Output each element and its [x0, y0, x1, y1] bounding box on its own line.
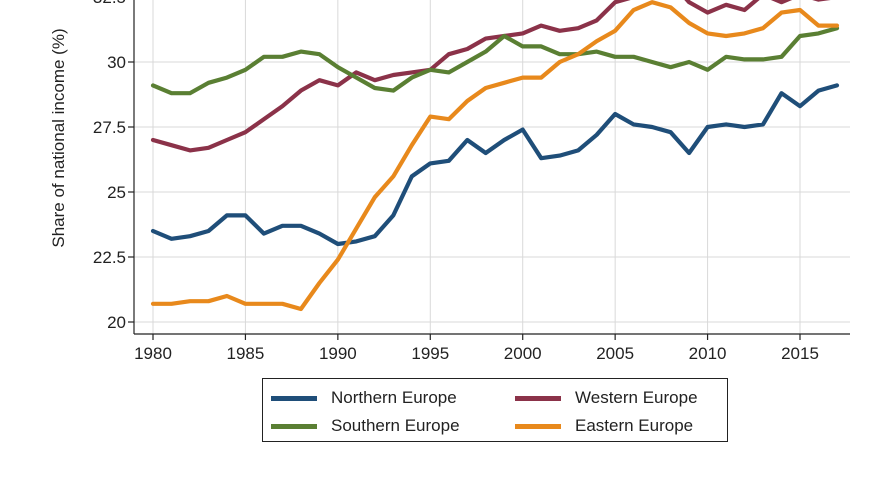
- x-tick-label: 1990: [319, 344, 357, 363]
- series-line-northern-europe: [150, 83, 840, 247]
- x-tick-label: 1995: [411, 344, 449, 363]
- legend-item-western-europe: Western Europe: [515, 386, 698, 410]
- series-line-eastern-europe: [150, 0, 840, 312]
- x-tick-label: 1985: [227, 344, 265, 363]
- x-tick-label: 2000: [504, 344, 542, 363]
- axes: [128, 0, 850, 340]
- y-tick-label: 32.5: [93, 0, 126, 7]
- legend-label-northern-europe: Northern Europe: [331, 388, 457, 407]
- legend-swatch-southern-europe: [271, 423, 317, 429]
- x-tick-label: 2015: [781, 344, 819, 363]
- x-tick-label: 2005: [596, 344, 634, 363]
- grid-lines: [134, 0, 850, 334]
- legend-label-eastern-europe: Eastern Europe: [575, 416, 694, 435]
- y-tick-label: 20: [107, 313, 126, 332]
- y-tick-label: 30: [107, 53, 126, 72]
- y-tick-label: 25: [107, 183, 126, 202]
- x-tick-label: 1980: [134, 344, 172, 363]
- legend-swatch-western-europe: [515, 395, 561, 401]
- legend-item-northern-europe: Northern Europe: [271, 386, 457, 410]
- x-tick-label: 2010: [689, 344, 727, 363]
- legend-swatch-eastern-europe: [515, 423, 561, 429]
- tick-labels: 20 22.5 25 27.5 30 32.5 1980 1985 1990 1995 2000 20…: [93, 0, 819, 363]
- series-lines: [150, 0, 840, 312]
- y-tick-label: 27.5: [93, 118, 126, 137]
- legend-label-western-europe: Western Europe: [575, 388, 698, 407]
- legend-item-southern-europe: Southern Europe: [271, 414, 460, 438]
- legend-label-southern-europe: Southern Europe: [331, 416, 460, 435]
- series-line-southern-europe: [150, 26, 840, 96]
- y-axis-title: Share of national income (%): [49, 28, 68, 247]
- legend-swatch-northern-europe: [271, 395, 317, 401]
- legend-item-eastern-europe: Eastern Europe: [515, 414, 693, 438]
- legend: Northern Europe Western Europe Southern …: [262, 378, 728, 442]
- y-tick-label: 22.5: [93, 248, 126, 267]
- series-line-western-europe: [150, 0, 831, 153]
